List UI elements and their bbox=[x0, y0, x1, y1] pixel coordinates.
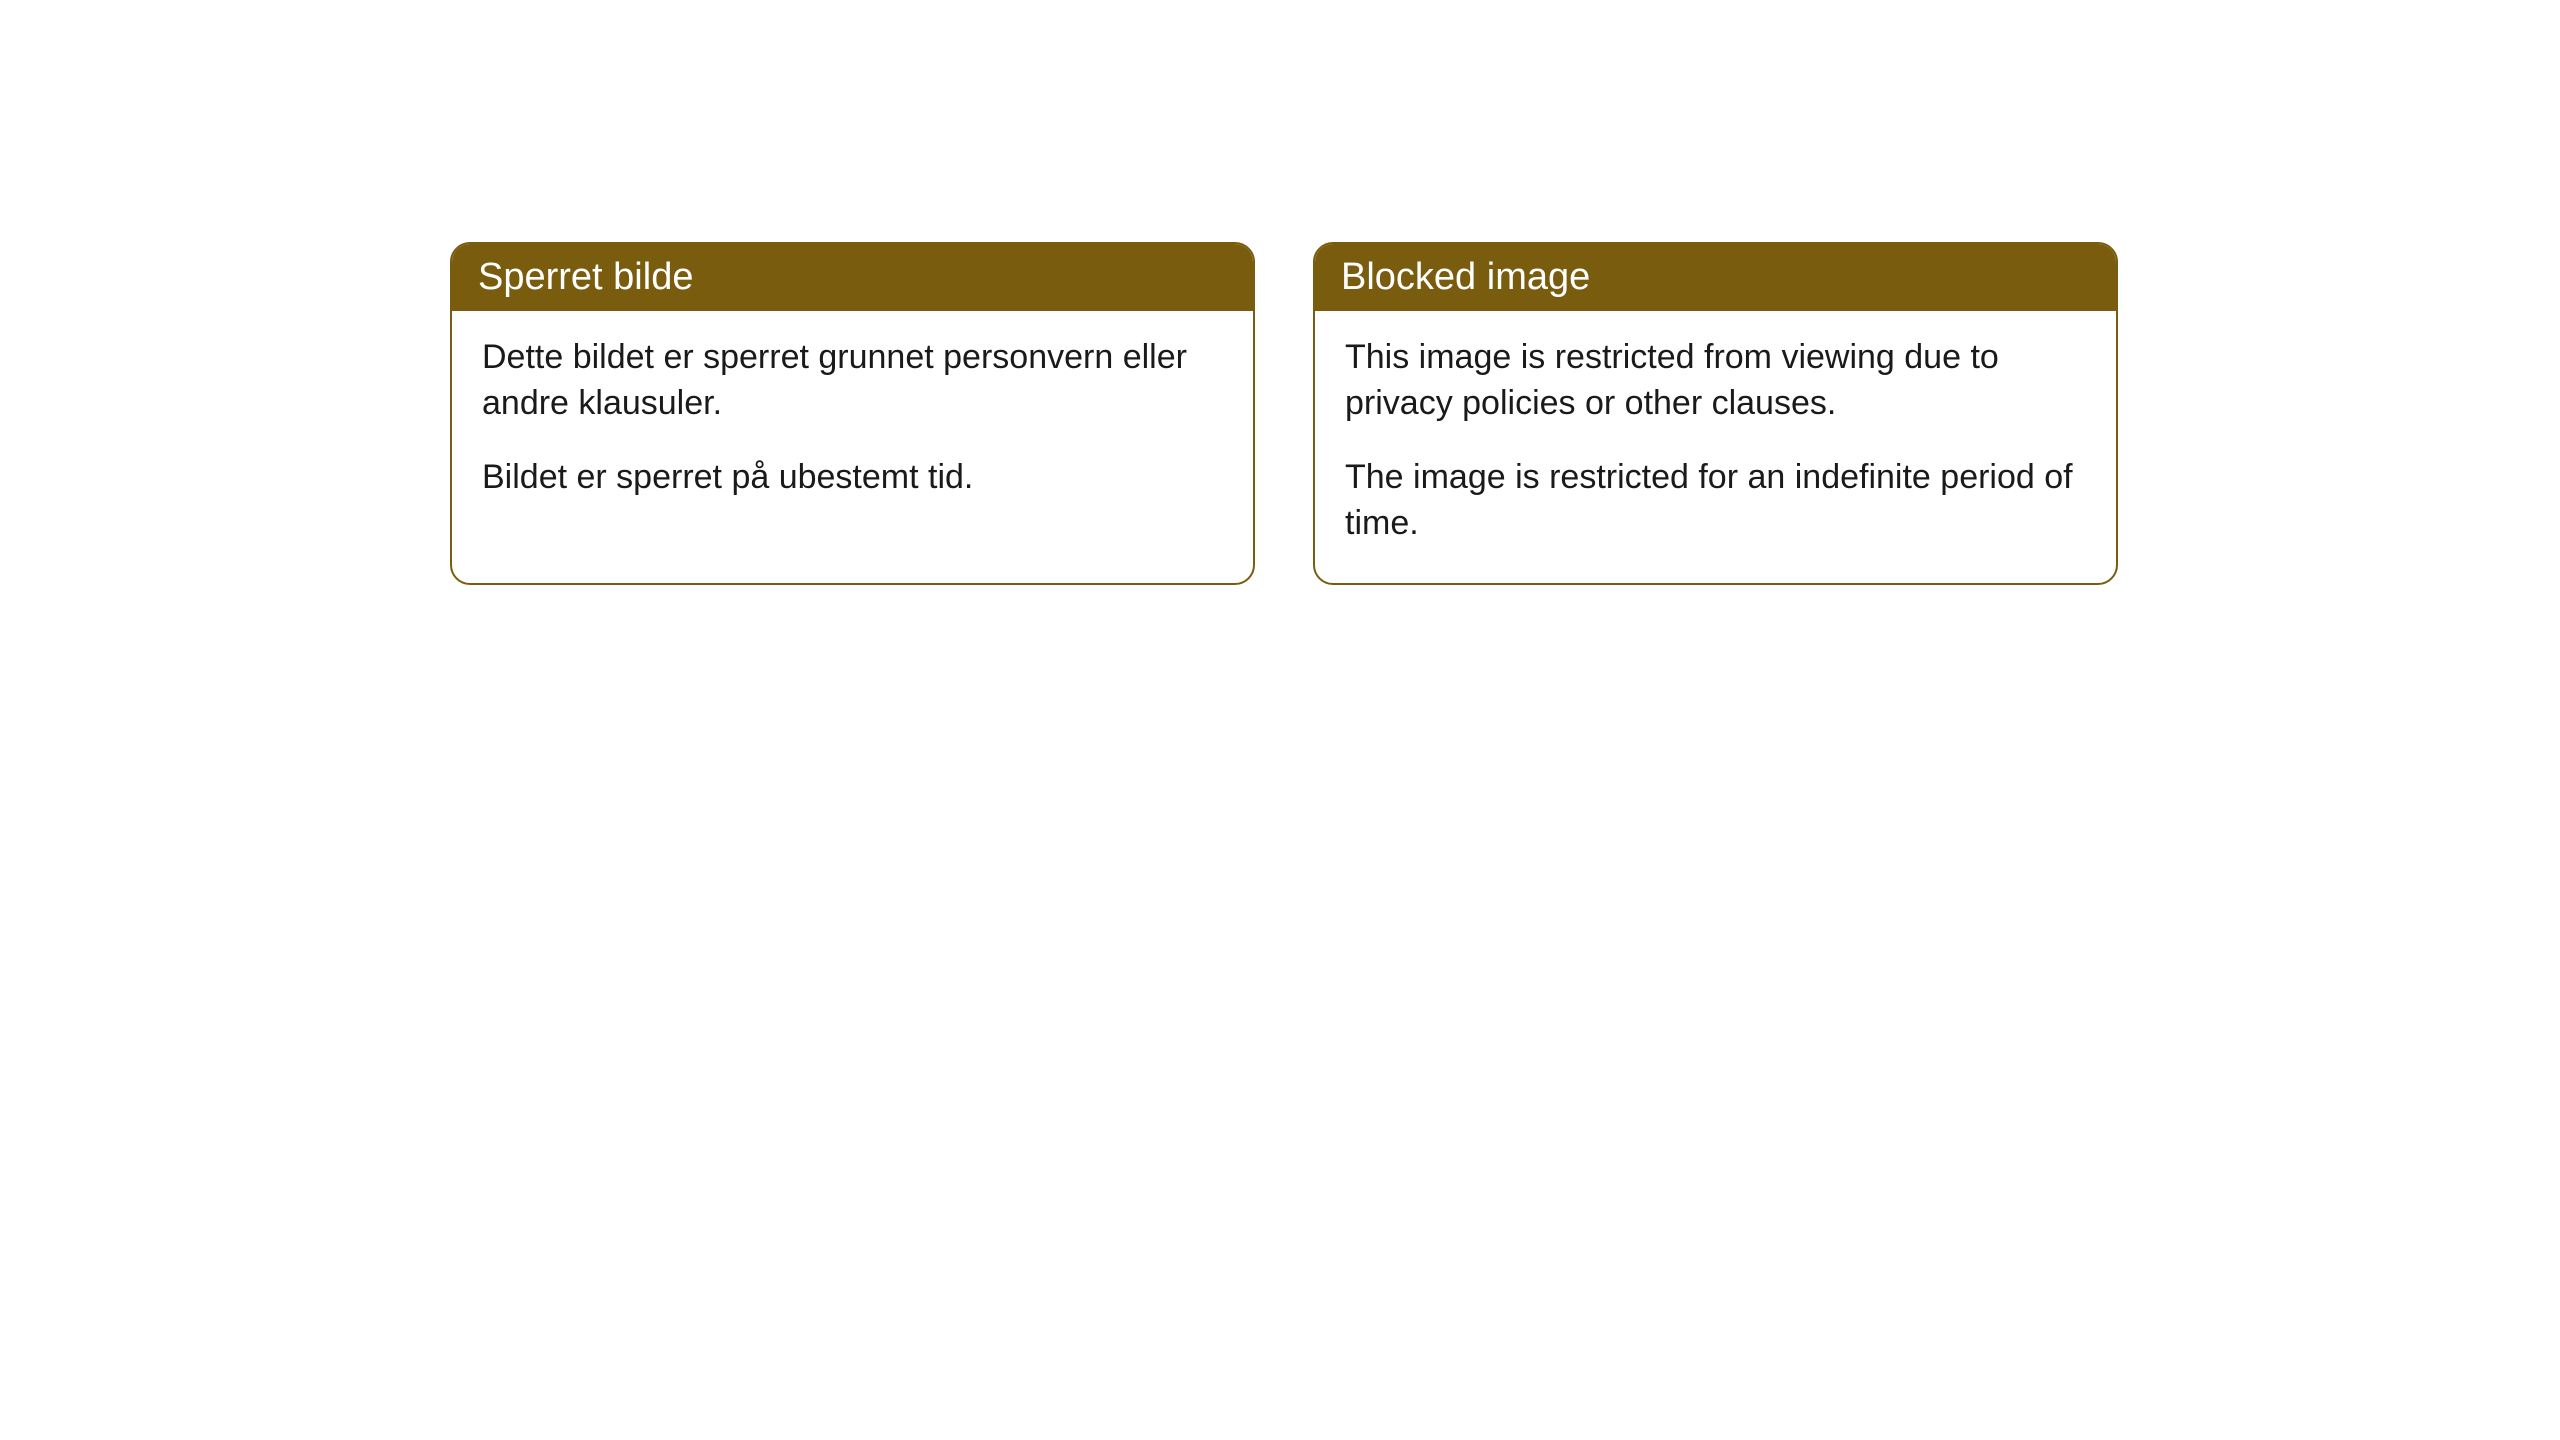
blocked-image-card-english: Blocked image This image is restricted f… bbox=[1313, 242, 2118, 585]
card-body: This image is restricted from viewing du… bbox=[1315, 311, 2116, 583]
card-paragraph-2: The image is restricted for an indefinit… bbox=[1345, 455, 2086, 547]
blocked-image-card-norwegian: Sperret bilde Dette bildet er sperret gr… bbox=[450, 242, 1255, 585]
card-paragraph-1: Dette bildet er sperret grunnet personve… bbox=[482, 335, 1223, 427]
card-title: Blocked image bbox=[1341, 256, 1590, 298]
card-header: Blocked image bbox=[1315, 244, 2116, 311]
card-paragraph-1: This image is restricted from viewing du… bbox=[1345, 335, 2086, 427]
card-title: Sperret bilde bbox=[478, 256, 693, 298]
card-body: Dette bildet er sperret grunnet personve… bbox=[452, 311, 1253, 537]
card-paragraph-2: Bildet er sperret på ubestemt tid. bbox=[482, 455, 1223, 501]
card-header: Sperret bilde bbox=[452, 244, 1253, 311]
notice-cards-container: Sperret bilde Dette bildet er sperret gr… bbox=[450, 242, 2118, 585]
